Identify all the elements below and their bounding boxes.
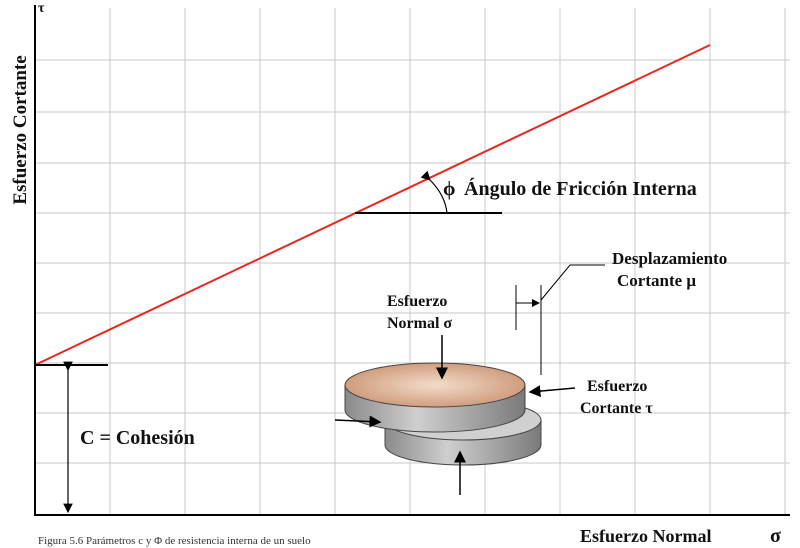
page: τ Esfuerzo Cortante ϕ Ángulo de Fricción… (0, 0, 800, 548)
shear-box (345, 363, 541, 465)
y-axis-label: Esfuerzo Cortante (10, 55, 31, 204)
x-symbol: σ (770, 525, 781, 547)
x-axis-label: Esfuerzo Normal (580, 526, 711, 546)
disp-label: Cortante μ (617, 271, 696, 290)
failure-envelope (35, 45, 710, 365)
angle-label: Ángulo de Fricción Interna (464, 177, 697, 200)
normal-label: Normal σ (387, 315, 452, 332)
y-symbol: τ (38, 1, 45, 16)
shear-arrow-right (530, 388, 575, 392)
angle-symbol: ϕ (443, 178, 455, 200)
normal-label: Esfuerzo (387, 293, 447, 310)
disp-label: Desplazamiento (612, 249, 727, 268)
caption: Figura 5.6 Parámetros c y Φ de resistenc… (38, 535, 311, 547)
shear-label: Cortante τ (580, 400, 653, 417)
leader-line (541, 265, 605, 300)
diagram: τ Esfuerzo Cortante ϕ Ángulo de Fricción… (0, 0, 800, 548)
cohesion-label: C = Cohesión (80, 427, 195, 449)
shear-label: Esfuerzo (587, 378, 647, 395)
